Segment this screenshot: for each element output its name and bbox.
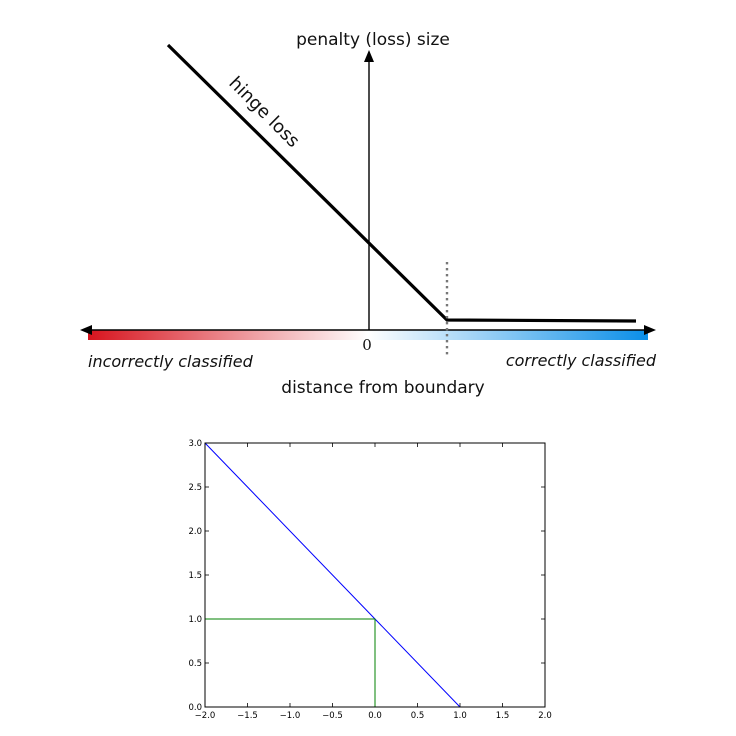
correct-label: correctly classified — [506, 351, 657, 370]
distance-axis-bar — [88, 330, 648, 340]
y-tick-label: 1.5 — [188, 571, 202, 581]
x-tick-label: 0.5 — [411, 711, 425, 721]
x-tick-label: −1.0 — [280, 711, 301, 721]
y-tick-label: 2.0 — [188, 527, 202, 537]
incorrect-label: incorrectly classified — [88, 352, 254, 371]
origin-label: 0 — [362, 336, 372, 354]
penalty-axis-arrow-icon — [364, 50, 374, 62]
x-tick-label: 0.0 — [368, 711, 382, 721]
hinge-loss-diagram: penalty (loss) size distance from bounda… — [80, 30, 657, 398]
distance-axis-left-arrow-icon — [80, 325, 92, 335]
x-tick-label: −2.0 — [195, 711, 216, 721]
x-tick-label: 1.5 — [496, 711, 510, 721]
plot-frame — [204, 442, 546, 708]
x-tick-label: 1.0 — [453, 711, 467, 721]
plot-ticks: −2.0 −1.5 −1.0 −0.5 0.0 0.5 1.0 1.5 2.0 0.0 0.5 1.0… — [188, 439, 551, 721]
plot-series — [204, 442, 545, 708]
x-tick-label: −0.5 — [322, 711, 343, 721]
y-tick-label: 2.5 — [188, 483, 202, 493]
hinge-loss-plot: −2.0 −1.5 −1.0 −0.5 0.0 0.5 1.0 1.5 2.0 0.0 0.5 1.0… — [188, 439, 551, 721]
x-tick-label: −1.5 — [237, 711, 258, 721]
series-line-2 — [205, 618, 545, 708]
y-tick-label: 1.0 — [188, 615, 202, 625]
x-axis-label: distance from boundary — [281, 378, 484, 398]
y-tick-label: 0.0 — [188, 703, 202, 713]
y-tick-label: 3.0 — [188, 439, 202, 449]
hinge-loss-curve — [166, 43, 637, 323]
distance-axis-right-arrow-icon — [644, 325, 656, 335]
y-axis-label: penalty (loss) size — [296, 30, 450, 50]
x-tick-label: 2.0 — [538, 711, 552, 721]
y-tick-label: 0.5 — [188, 659, 202, 669]
